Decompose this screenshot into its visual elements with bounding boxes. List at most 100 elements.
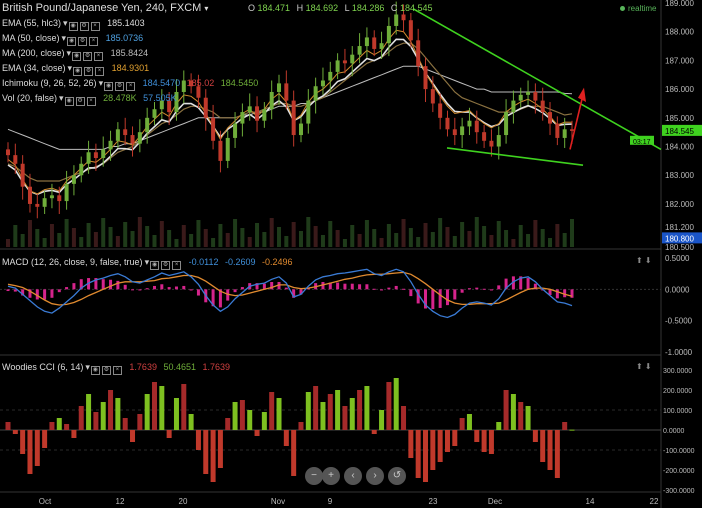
candle-body xyxy=(364,37,369,47)
volume-bar xyxy=(108,227,113,247)
macd-histogram-bar xyxy=(336,282,340,290)
close-icon[interactable]: × xyxy=(90,22,100,31)
volume-bar xyxy=(291,222,296,247)
volume-bar xyxy=(262,232,267,247)
legend-ema34[interactable]: EMA (34, close) ▾ ◉ ⚙ × 184.9301 xyxy=(2,63,150,76)
scroll-left-button[interactable]: ‹ xyxy=(344,467,362,485)
macd-histogram-bar xyxy=(489,289,493,291)
close-icon[interactable]: × xyxy=(95,67,105,76)
cci-histogram-bar xyxy=(49,422,55,430)
eye-icon[interactable]: ◉ xyxy=(64,97,74,106)
volume-bar xyxy=(511,239,516,247)
gear-icon[interactable]: ⚙ xyxy=(75,97,85,106)
close-icon[interactable]: × xyxy=(112,366,122,375)
symbol-label[interactable]: British Pound/Japanese Yen, 240, FXCM xyxy=(2,2,202,14)
eye-icon[interactable]: ◉ xyxy=(73,67,83,76)
level-badge xyxy=(662,232,702,244)
cci-histogram-bar xyxy=(437,430,443,462)
close-icon[interactable]: × xyxy=(172,261,182,270)
low-value: 184.286 xyxy=(351,3,385,13)
volume-bar xyxy=(526,234,531,247)
legend-ma200[interactable]: MA (200, close) ▾ ◉ ⚙ × 185.8424 xyxy=(2,48,149,61)
close-icon[interactable]: × xyxy=(86,97,96,106)
zoom-in-button[interactable]: + xyxy=(322,467,340,485)
macd-histogram-bar xyxy=(482,288,486,290)
volume-bar xyxy=(130,231,135,247)
gear-icon[interactable]: ⚙ xyxy=(79,22,89,31)
volume-bar xyxy=(79,237,84,247)
cci-histogram-bar xyxy=(547,430,553,470)
eye-icon[interactable]: ◉ xyxy=(72,52,82,61)
cci-histogram-bar xyxy=(130,430,136,442)
legend-vol[interactable]: Vol (20, false) ▾ ◉ ⚙ × 28.478K 57.505K xyxy=(2,93,177,106)
time-tick-label: Dec xyxy=(488,497,502,506)
eye-icon[interactable]: ◉ xyxy=(150,261,160,270)
legend-ichimoku[interactable]: Ichimoku (9, 26, 52, 26) ▾ ◉ ⚙ × 184.5470 18… xyxy=(2,78,259,91)
chevron-down-icon[interactable]: ▾ xyxy=(204,4,209,13)
cci-histogram-bar xyxy=(108,390,114,430)
eye-icon[interactable]: ◉ xyxy=(104,82,114,91)
legend-cci-label: Woodies CCI (6, 14) xyxy=(2,362,84,372)
cci-histogram-bar xyxy=(27,430,33,474)
candle-body xyxy=(306,100,311,124)
cci-histogram-bar xyxy=(298,422,304,430)
eye-icon[interactable]: ◉ xyxy=(67,37,77,46)
candle-body xyxy=(562,129,567,138)
gear-icon[interactable]: ⚙ xyxy=(161,261,171,270)
eye-icon[interactable]: ◉ xyxy=(90,366,100,375)
close-label: C xyxy=(390,3,398,13)
cci-histogram-bar xyxy=(239,400,245,430)
cci-histogram-bar xyxy=(56,418,62,430)
cci-histogram-bar xyxy=(291,430,297,476)
scroll-right-button[interactable]: › xyxy=(366,467,384,485)
candle-body xyxy=(255,106,260,121)
gear-icon[interactable]: ⚙ xyxy=(84,67,94,76)
gear-icon[interactable]: ⚙ xyxy=(83,52,93,61)
volume-bar xyxy=(211,238,216,247)
cci-pane-controls[interactable]: ⬆ ⬇ xyxy=(636,362,652,371)
legend-cci[interactable]: Woodies CCI (6, 14) ▾ ◉ ⚙ × 1.7639 50.4651 1… xyxy=(2,362,231,375)
legend-ma50-value: 185.0736 xyxy=(105,33,144,43)
reset-chart-button[interactable]: ↺ xyxy=(388,467,406,485)
candle-body xyxy=(49,195,54,199)
eye-icon[interactable]: ◉ xyxy=(68,22,78,31)
volume-bar xyxy=(145,226,150,247)
macd-pane-controls[interactable]: ⬆ ⬇ xyxy=(636,256,652,265)
candle-body xyxy=(189,80,194,87)
gear-icon[interactable]: ⚙ xyxy=(101,366,111,375)
cci-tick-label: -100.0000 xyxy=(663,448,695,455)
volume-bar xyxy=(320,235,325,247)
gear-icon[interactable]: ⚙ xyxy=(78,37,88,46)
gear-icon[interactable]: ⚙ xyxy=(115,82,125,91)
volume-bar xyxy=(474,217,479,247)
macd-histogram-bar xyxy=(358,284,362,290)
macd-histogram-bar xyxy=(65,287,69,290)
volume-bar xyxy=(504,230,509,247)
zoom-out-button[interactable]: − xyxy=(305,467,323,485)
cci-histogram-bar xyxy=(430,430,436,470)
macd-histogram-bar xyxy=(504,278,508,290)
open-label: O xyxy=(248,3,256,13)
legend-macd[interactable]: MACD (12, 26, close, 9, false, true) ▾ ◉ ⚙ ×… xyxy=(2,257,293,270)
close-icon[interactable]: × xyxy=(89,37,99,46)
close-icon[interactable]: × xyxy=(94,52,104,61)
volume-bar xyxy=(159,221,164,247)
legend-macd-v2: -0.2609 xyxy=(224,257,256,267)
cci-histogram-bar xyxy=(166,430,172,438)
candle-body xyxy=(218,140,223,161)
candle-body xyxy=(108,140,113,150)
macd-histogram-bar xyxy=(101,279,105,290)
price-tick-label: 187.000 xyxy=(665,56,694,65)
volume-bar xyxy=(35,229,40,247)
close-icon[interactable]: × xyxy=(126,82,136,91)
macd-histogram-bar xyxy=(233,289,237,293)
candle-body xyxy=(93,152,98,159)
cci-histogram-bar xyxy=(488,430,494,454)
legend-ma50[interactable]: MA (50, close) ▾ ◉ ⚙ × 185.0736 xyxy=(2,33,144,46)
macd-histogram-bar xyxy=(445,289,449,306)
time-tick-label: 14 xyxy=(586,497,595,506)
macd-histogram-bar xyxy=(387,287,391,290)
legend-ema55[interactable]: EMA (55, hlc3) ▾ ◉ ⚙ × 185.1403 xyxy=(2,18,145,31)
candle-body xyxy=(386,25,391,44)
